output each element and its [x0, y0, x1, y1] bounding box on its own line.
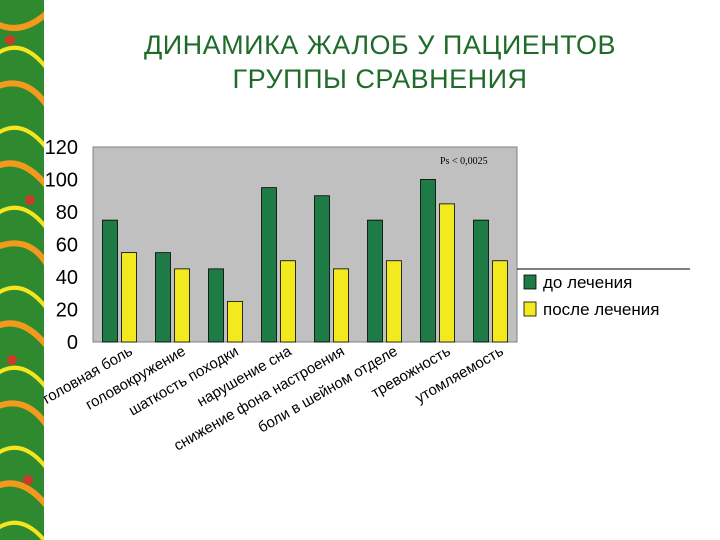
y-tick-label: 80: [56, 202, 78, 224]
y-tick-label: 20: [56, 300, 78, 322]
bar-before-treatment: [261, 187, 277, 343]
bar-after-treatment: [386, 260, 402, 343]
bar-after-treatment: [333, 268, 349, 343]
legend-swatch-after: [523, 301, 537, 317]
bar-after-treatment: [280, 260, 296, 343]
bar-after-treatment: [492, 260, 508, 343]
y-tick-label: 40: [56, 267, 78, 289]
bar-after-treatment: [227, 300, 243, 343]
y-tick-label: 120: [45, 137, 78, 159]
bar-before-treatment: [367, 219, 383, 343]
y-tick-label: 0: [67, 332, 78, 354]
bar-after-treatment: [174, 268, 190, 343]
chart-annotation: Ps < 0,0025: [440, 156, 488, 167]
bar-after-treatment: [439, 203, 455, 343]
bar-before-treatment: [473, 219, 489, 343]
decorative-strip: [0, 0, 44, 540]
legend-swatch-before: [523, 274, 537, 290]
legend-label-after: после лечения: [543, 300, 659, 319]
bar-after-treatment: [121, 252, 137, 343]
bar-before-treatment: [155, 252, 171, 343]
y-tick-label: 60: [56, 235, 78, 257]
slide-title-line-1: ДИНАМИКА ЖАЛОБ У ПАЦИЕНТОВ: [143, 30, 617, 60]
x-category-label: утомляемость: [412, 343, 506, 407]
bar-before-treatment: [102, 219, 118, 343]
bar-before-treatment: [420, 179, 436, 343]
legend-label-before: до лечения: [543, 273, 632, 292]
slide-title-line-2: ГРУППЫ СРАВНЕНИЯ: [232, 64, 528, 94]
y-tick-label: 100: [45, 170, 78, 192]
bar-before-treatment: [208, 268, 224, 343]
bar-before-treatment: [314, 195, 330, 343]
decorative-pattern: [0, 0, 44, 540]
slide-title: ДИНАМИКА ЖАЛОБ У ПАЦИЕНТОВ ГРУППЫ СРАВНЕ…: [60, 28, 700, 96]
